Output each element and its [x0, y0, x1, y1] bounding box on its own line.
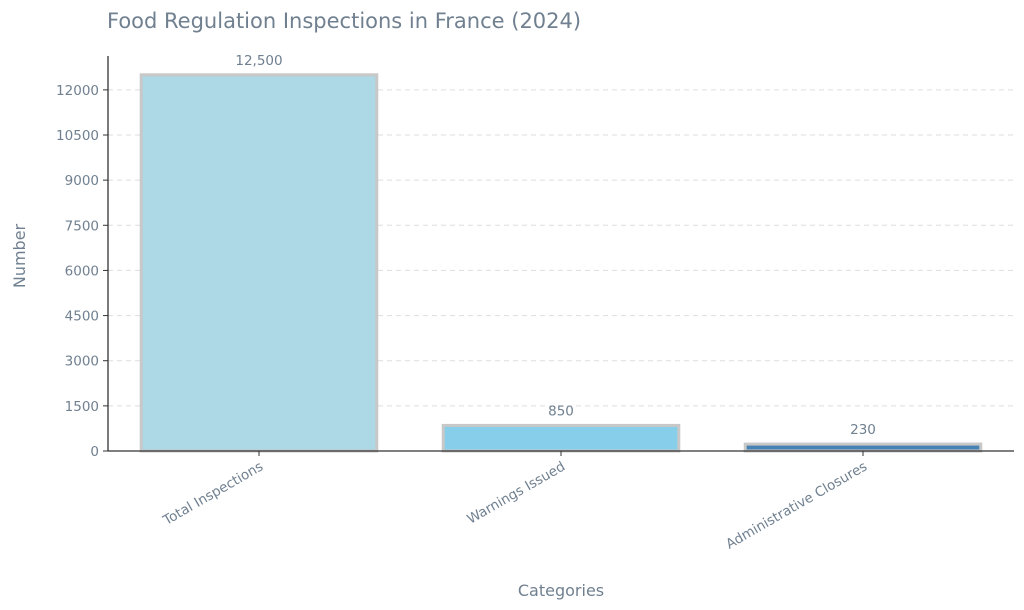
x-ticks: Total Inspections Warnings Issued Administ…	[160, 451, 870, 553]
grid-lines	[108, 89, 1014, 407]
data-labels: 12,500 850 230	[235, 53, 876, 438]
y-axis-label: Number	[10, 223, 29, 288]
y-tick-label: 3000	[65, 354, 99, 370]
x-tick-label: Administrative Closures	[723, 459, 870, 553]
y-ticks: 0 1500 3000 4500 6000 7500 9000 10500 12000	[56, 83, 108, 460]
data-label: 850	[548, 403, 574, 419]
chart-title: Food Regulation Inspections in France (2…	[107, 9, 581, 33]
y-tick-label: 9000	[65, 173, 99, 189]
y-tick-label: 7500	[65, 218, 99, 234]
y-tick-label: 4500	[65, 309, 99, 325]
y-tick-label: 10500	[56, 128, 99, 144]
data-label: 230	[850, 422, 876, 438]
bar-administrative-closures	[743, 442, 983, 453]
x-tick-label: Warnings Issued	[464, 459, 568, 528]
data-label: 12,500	[235, 53, 282, 69]
y-tick-label: 12000	[56, 83, 99, 99]
bar-warnings-issued	[441, 423, 681, 453]
bars	[139, 73, 983, 453]
x-tick-label: Total Inspections	[160, 459, 266, 530]
y-tick-label: 0	[90, 444, 99, 460]
y-tick-label: 1500	[65, 399, 99, 415]
y-tick-label: 6000	[65, 263, 99, 279]
bar-total-inspections	[139, 73, 379, 453]
x-axis-label: Categories	[518, 581, 604, 600]
